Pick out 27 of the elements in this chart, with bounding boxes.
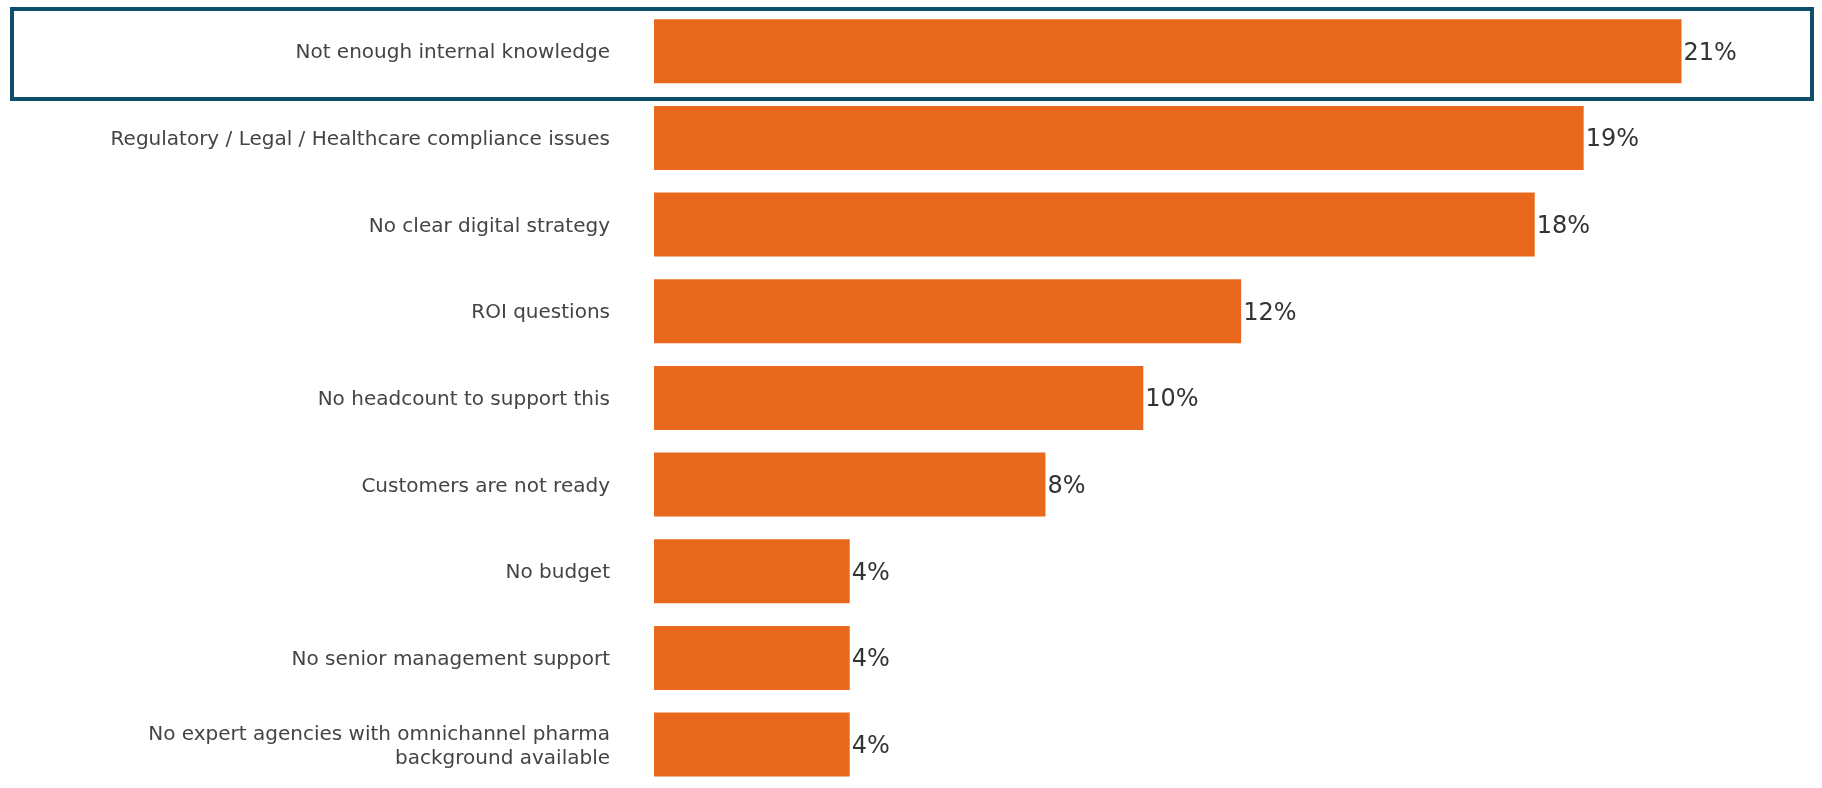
data-label: 21% (1683, 37, 1737, 66)
y-tick-label: No headcount to support this (317, 386, 610, 410)
y-tick-label: ROI questions (471, 299, 610, 324)
bar (654, 279, 1242, 344)
y-tick-label: Regulatory / Legal / Healthcare compliance issues (110, 126, 610, 150)
bar (654, 19, 1682, 84)
data-label: 10% (1145, 384, 1199, 413)
data-label: 19% (1585, 124, 1640, 153)
bar (654, 712, 850, 777)
data-label: 4% (851, 644, 890, 673)
bar (654, 192, 1535, 257)
y-tick-label: No clear digital strategy (368, 212, 611, 237)
bar (654, 625, 850, 690)
y-tick-label: No expert agencies with omnichannel pharma background available (148, 720, 610, 769)
bar (654, 539, 850, 604)
y-tick-label: No senior management support (291, 646, 611, 670)
data-label: 12% (1243, 297, 1297, 326)
data-label: 4% (851, 731, 890, 760)
bar (654, 105, 1584, 170)
data-label: 4% (851, 557, 890, 586)
data-label: 18% (1536, 211, 1591, 240)
bar (654, 452, 1046, 517)
bar (654, 365, 1144, 430)
y-tick-label: No budget (505, 559, 611, 584)
y-tick-label: Not enough internal knowledge (295, 39, 610, 64)
y-tick-label: Customers are not ready (361, 472, 611, 497)
data-label: 8% (1047, 471, 1086, 500)
